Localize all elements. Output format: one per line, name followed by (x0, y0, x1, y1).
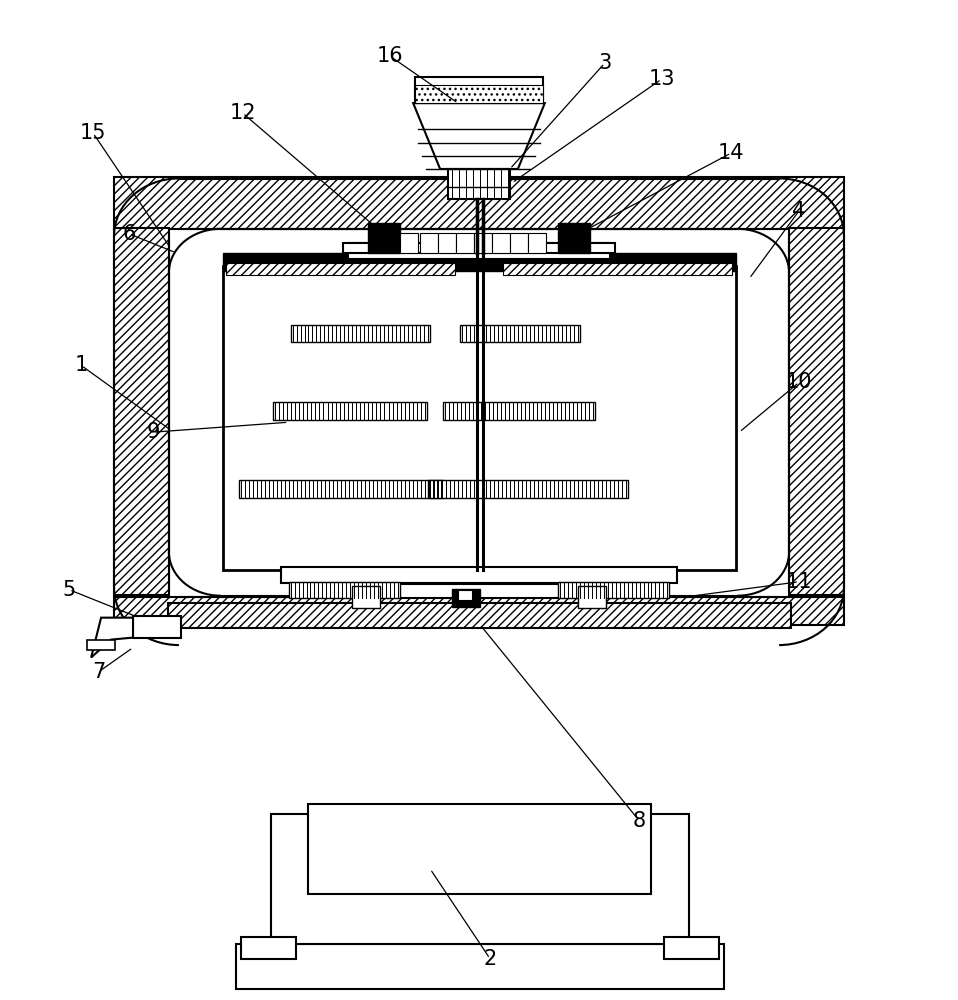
Text: 4: 4 (792, 201, 806, 221)
Bar (460, 325, 580, 342)
Bar (558, 223, 590, 253)
Bar (343, 243, 615, 253)
Text: 6: 6 (123, 224, 136, 244)
Bar (578, 586, 605, 608)
Bar (458, 590, 472, 600)
Text: 1: 1 (75, 355, 88, 375)
Bar (789, 228, 844, 595)
Text: 7: 7 (93, 662, 105, 682)
Bar (421, 233, 438, 253)
Text: 12: 12 (229, 103, 256, 123)
Text: 9: 9 (147, 422, 160, 442)
Bar (452, 589, 480, 607)
Bar (270, 814, 690, 944)
Text: 16: 16 (376, 46, 403, 66)
Bar (236, 944, 724, 989)
Bar (290, 325, 430, 342)
Bar (133, 616, 181, 638)
Bar (400, 233, 419, 253)
Bar (240, 937, 295, 959)
Bar (415, 77, 543, 103)
Bar (448, 169, 510, 199)
Bar (114, 228, 169, 595)
Polygon shape (413, 103, 545, 169)
Bar (114, 177, 844, 229)
Bar (239, 480, 444, 498)
Bar (226, 263, 455, 275)
Bar (114, 597, 844, 625)
Text: 2: 2 (484, 949, 496, 969)
Bar (503, 263, 732, 275)
Bar (510, 233, 528, 253)
Bar (281, 567, 677, 583)
Bar (349, 584, 609, 598)
Bar (368, 223, 400, 253)
Bar (428, 480, 627, 498)
Bar (349, 243, 609, 259)
Bar (87, 640, 115, 650)
Text: 14: 14 (718, 143, 744, 163)
Text: 10: 10 (786, 372, 812, 392)
Bar (438, 233, 456, 253)
Bar (308, 804, 651, 894)
Text: 5: 5 (62, 580, 76, 600)
Bar (168, 603, 791, 628)
Text: 13: 13 (649, 69, 674, 89)
Polygon shape (91, 618, 133, 658)
Text: 15: 15 (80, 123, 106, 143)
Text: 11: 11 (786, 572, 812, 592)
Text: 3: 3 (598, 53, 611, 73)
Bar (558, 582, 670, 598)
Bar (353, 586, 380, 608)
Bar (444, 402, 595, 420)
Bar (273, 402, 427, 420)
Bar (415, 85, 543, 103)
Bar (223, 253, 737, 271)
Bar (474, 233, 492, 253)
Bar (528, 233, 546, 253)
Bar (456, 233, 474, 253)
Bar (223, 266, 737, 570)
Bar (288, 582, 400, 598)
Bar (492, 233, 510, 253)
Text: 8: 8 (633, 811, 646, 831)
Bar (665, 937, 719, 959)
